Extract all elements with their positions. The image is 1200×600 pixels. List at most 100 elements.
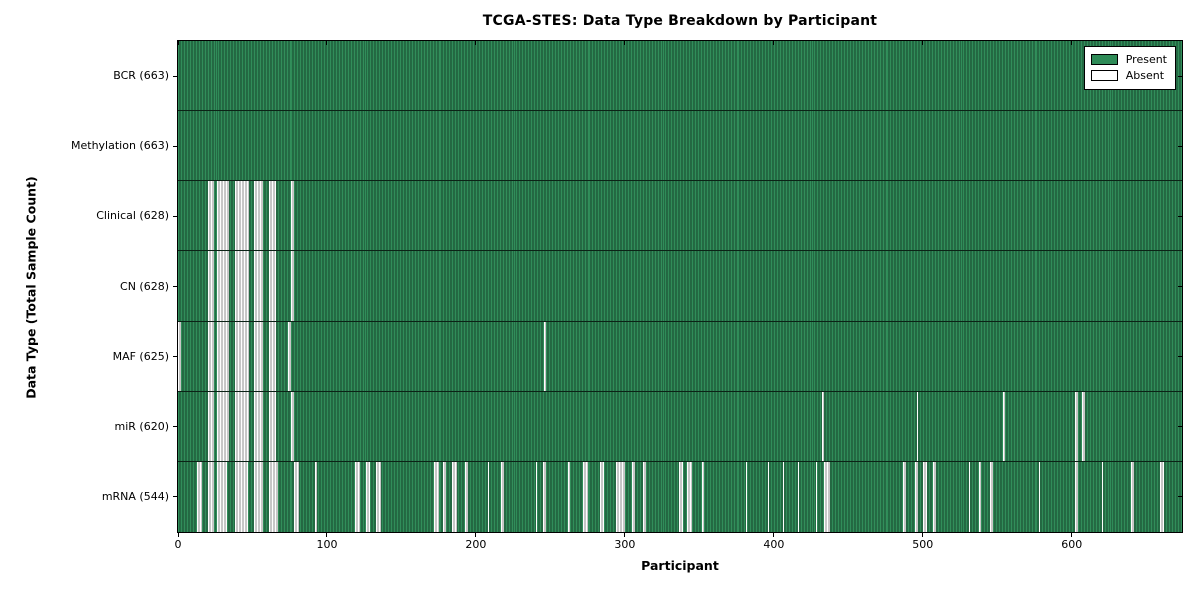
y-tick-label: Methylation (663) (71, 139, 169, 153)
legend-label-absent: Absent (1125, 69, 1165, 82)
absent-stripe (903, 461, 907, 532)
absent-stripe (207, 391, 214, 461)
absent-stripe (535, 461, 537, 532)
x-tick-bottom (177, 533, 179, 537)
row-band-Methylation (178, 111, 1182, 182)
absent-stripe (268, 321, 277, 391)
legend-entry-present: Present (1090, 53, 1167, 66)
x-tick-label: 100 (316, 538, 338, 551)
y-tick-right (1178, 426, 1182, 428)
present-bars-texture (178, 391, 1182, 461)
absent-stripe (268, 181, 277, 251)
x-tick-label: 300 (614, 538, 636, 551)
plot-area: Present Absent (177, 40, 1183, 533)
y-tick-left (173, 356, 177, 358)
legend-label-present: Present (1125, 53, 1167, 66)
absent-stripe (767, 461, 770, 532)
absent-stripe (1074, 391, 1078, 461)
row-band-BCR (178, 41, 1182, 112)
present-bars-texture (178, 181, 1182, 251)
absent-stripe (542, 461, 546, 532)
absent-stripe (979, 461, 981, 532)
absent-stripe (797, 461, 800, 532)
absent-stripe (291, 181, 295, 251)
absent-stripe (583, 461, 588, 532)
absent-stripe (687, 461, 692, 532)
absent-stripe (376, 461, 381, 532)
absent-stripe (452, 461, 457, 532)
x-tick-bottom (624, 533, 626, 537)
y-tick-left (173, 496, 177, 498)
absent-stripe (1082, 391, 1086, 461)
absent-stripe (207, 181, 214, 251)
absent-stripe (355, 461, 360, 532)
absent-stripe (916, 391, 919, 461)
x-tick-label: 0 (174, 538, 182, 551)
absent-stripe (234, 321, 250, 391)
x-tick-label: 600 (1061, 538, 1083, 551)
absent-stripe (745, 461, 748, 532)
absent-stripe (1159, 461, 1165, 532)
present-bars-texture (178, 321, 1182, 391)
x-tick-bottom (326, 533, 328, 537)
x-tick-label: 200 (465, 538, 487, 551)
absent-stripe (294, 461, 299, 532)
absent-stripe (253, 391, 263, 461)
row-band-miR (178, 391, 1182, 462)
absent-stripe (443, 461, 447, 532)
absent-stripe (782, 461, 785, 532)
absent-stripe (234, 181, 250, 251)
absent-stripe (253, 251, 263, 321)
absent-stripe (268, 391, 277, 461)
absent-stripe (933, 461, 937, 532)
y-tick-right (1178, 356, 1182, 358)
absent-stripe (501, 461, 505, 532)
present-bars-texture (178, 111, 1182, 181)
absent-stripe (207, 321, 214, 391)
x-tick-label: 500 (912, 538, 934, 551)
y-tick-label: miR (620) (114, 419, 170, 433)
absent-stripe (1074, 461, 1078, 532)
absent-stripe (216, 181, 229, 251)
absent-stripe (702, 461, 704, 532)
absent-stripe (922, 461, 928, 532)
x-tick-top (773, 41, 775, 45)
present-swatch (1090, 54, 1118, 65)
absent-stripe (1003, 391, 1005, 461)
x-tick-top (475, 41, 477, 45)
absent-stripe (291, 391, 295, 461)
x-tick-top (177, 41, 179, 45)
y-tick-label: BCR (663) (113, 69, 169, 83)
absent-stripe (815, 461, 818, 532)
absent-stripe (487, 461, 490, 532)
y-tick-left (173, 145, 177, 147)
absent-stripe (632, 461, 636, 532)
x-tick-bottom (1071, 533, 1073, 537)
absent-stripe (216, 251, 229, 321)
absent-stripe (268, 461, 278, 532)
absent-stripe (1038, 461, 1041, 532)
absent-stripe (989, 461, 993, 532)
absent-stripe (268, 251, 277, 321)
absent-stripe (1101, 461, 1104, 532)
absent-stripe (216, 391, 229, 461)
absent-stripe (178, 321, 181, 391)
absent-stripe (544, 321, 546, 391)
chart-title: TCGA-STES: Data Type Breakdown by Partic… (482, 13, 878, 29)
absent-stripe (253, 461, 263, 532)
absent-stripe (915, 461, 919, 532)
absent-stripe (216, 321, 229, 391)
y-tick-left (173, 75, 177, 77)
y-tick-right (1178, 286, 1182, 287)
heatmap-bands (178, 41, 1182, 532)
absent-stripe (291, 251, 295, 321)
absent-stripe (253, 321, 263, 391)
absent-stripe (568, 461, 570, 532)
y-tick-left (173, 286, 177, 287)
x-tick-top (326, 41, 328, 45)
y-tick-right (1178, 145, 1182, 147)
x-tick-top (922, 41, 924, 45)
absent-stripe (207, 251, 214, 321)
absent-stripe (234, 391, 250, 461)
